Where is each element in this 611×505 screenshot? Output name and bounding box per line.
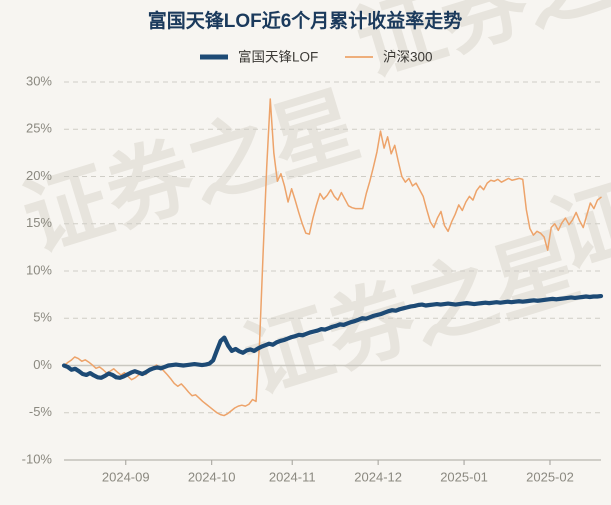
x-axis-tick-label: 2024-09 [102, 470, 150, 485]
series-line-fund [61, 293, 604, 380]
y-axis-tick-label: 20% [26, 168, 52, 183]
x-axis-labels: 2024-09 2024-10 2024-11 2024-12 2025-01 2025-… [102, 470, 574, 485]
x-axis-tick-label: 2024-11 [269, 470, 316, 485]
y-axis-tick-label: -10% [22, 451, 53, 466]
chart-legend: 富国天锋LOF 沪深300 [200, 49, 433, 65]
x-axis [64, 459, 601, 465]
y-axis-tick-label: 0% [33, 357, 52, 372]
x-axis-tick-label: 2024-12 [354, 470, 402, 485]
legend-label-fund: 富国天锋LOF [238, 49, 318, 65]
legend-item-benchmark[interactable]: 沪深300 [345, 50, 433, 65]
y-axis-labels: 30% 25% 20% 15% 10% 5% 0% -5% -10% [22, 73, 53, 466]
legend-label-benchmark: 沪深300 [383, 50, 433, 65]
y-axis-tick-label: 15% [26, 215, 52, 230]
x-axis-tick-label: 2024-10 [188, 470, 236, 485]
y-axis-tick-label: 25% [26, 121, 52, 136]
x-axis-tick-label: 2025-01 [440, 470, 488, 485]
x-axis-tick-label: 2025-02 [526, 470, 574, 485]
series-layer [61, 98, 604, 417]
y-axis-tick-label: 5% [33, 310, 52, 325]
y-axis-tick-label: -5% [29, 404, 53, 419]
y-axis-tick-label: 30% [26, 73, 52, 88]
y-axis-tick-label: 10% [26, 262, 52, 277]
legend-item-fund[interactable]: 富国天锋LOF [200, 49, 318, 65]
page-title: 富国天锋LOF近6个月累计收益率走势 [148, 9, 463, 32]
